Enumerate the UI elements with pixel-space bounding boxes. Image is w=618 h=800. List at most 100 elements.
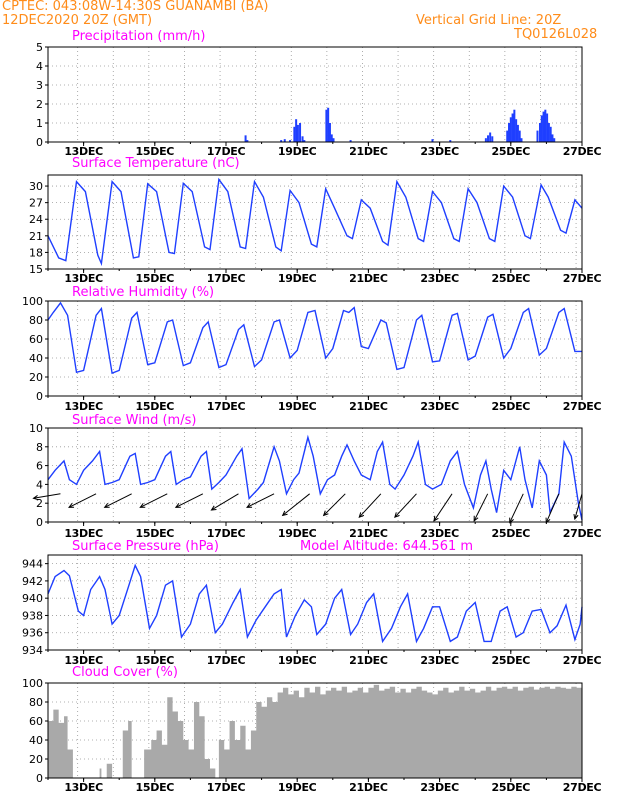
precip-bar xyxy=(280,140,283,142)
y-tick-label: 0 xyxy=(36,136,43,149)
x-tick-label: 17DEC xyxy=(207,400,246,413)
precip-bar xyxy=(506,130,509,142)
y-tick-label: 18 xyxy=(29,246,43,259)
x-tick-label: 13DEC xyxy=(64,145,103,158)
precip-bar xyxy=(513,109,516,142)
wind-arrow xyxy=(545,493,560,523)
x-tick-label: 21DEC xyxy=(349,400,388,413)
y-tick-label: 10 xyxy=(29,422,43,435)
y-tick-label: 15 xyxy=(29,263,43,276)
precip-bar xyxy=(520,138,523,142)
wind-arrow xyxy=(246,493,275,508)
y-tick-label: 1 xyxy=(36,117,43,130)
wind-arrowhead xyxy=(246,503,253,508)
wind-arrowhead xyxy=(210,505,217,511)
precip-bar xyxy=(296,124,299,142)
y-tick-label: 940 xyxy=(22,592,43,605)
cloud-cover-area xyxy=(48,684,582,778)
x-tick-label: 19DEC xyxy=(278,400,317,413)
y-tick-label: 40 xyxy=(29,352,43,365)
x-tick-label: 21DEC xyxy=(349,654,388,667)
precip-bar xyxy=(538,123,541,142)
y-tick-label: 0 xyxy=(36,516,43,529)
x-tick-label: 23DEC xyxy=(420,781,459,794)
precip-bar xyxy=(295,119,298,142)
x-tick-label: 25DEC xyxy=(492,654,531,667)
wind-arrow xyxy=(394,493,417,518)
precip-bar xyxy=(544,109,547,142)
series-line xyxy=(47,301,582,375)
x-tick-label: 27DEC xyxy=(563,781,602,794)
precip-bar xyxy=(283,139,286,142)
wind-arrow xyxy=(68,493,97,508)
panel-frame xyxy=(47,46,583,143)
precip-bar xyxy=(431,139,434,142)
precip-bar xyxy=(511,113,514,142)
panel-title: Precipitation (mm/h) xyxy=(72,29,205,44)
panel-title: Relative Humidity (%) xyxy=(72,285,214,300)
x-tick-label: 17DEC xyxy=(207,272,246,285)
precip-bar xyxy=(518,130,521,142)
wind-arrowhead xyxy=(358,512,365,519)
x-tick-label: 27DEC xyxy=(563,145,602,158)
precip-bar xyxy=(484,138,487,142)
wind-arrow xyxy=(433,493,453,522)
precip-bar xyxy=(489,132,492,142)
y-tick-label: 5 xyxy=(36,41,43,54)
wind-arrow xyxy=(358,493,382,518)
x-tick-label: 13DEC xyxy=(64,400,103,413)
y-tick-label: 938 xyxy=(22,609,43,622)
wind-arrowhead xyxy=(322,510,329,517)
y-tick-label: 60 xyxy=(29,715,43,728)
wind-arrow xyxy=(282,493,310,516)
y-tick-label: 936 xyxy=(22,627,43,640)
x-tick-label: 15DEC xyxy=(136,527,175,540)
x-tick-label: 13DEC xyxy=(64,527,103,540)
x-tick-label: 13DEC xyxy=(64,781,103,794)
precip-bar xyxy=(244,135,247,142)
y-tick-label: 20 xyxy=(29,371,43,384)
wind-arrowhead xyxy=(473,515,479,522)
wind-arrow xyxy=(509,493,524,523)
panel-frame xyxy=(47,427,583,523)
wind-arrow xyxy=(323,493,346,516)
x-tick-label: 23DEC xyxy=(420,654,459,667)
precip-bar xyxy=(549,126,552,142)
wind-arrow xyxy=(574,493,583,520)
x-tick-label: 15DEC xyxy=(136,654,175,667)
precip-bar xyxy=(330,134,333,142)
model-altitude-label: Model Altitude: 644.561 m xyxy=(300,539,473,554)
y-tick-label: 2 xyxy=(36,497,43,510)
panel-title: Cloud Cover (%) xyxy=(72,665,178,680)
y-tick-label: 942 xyxy=(22,575,43,588)
y-tick-label: 8 xyxy=(36,441,43,454)
x-tick-label: 23DEC xyxy=(420,272,459,285)
y-tick-label: 60 xyxy=(29,333,43,346)
y-tick-label: 80 xyxy=(29,314,43,327)
precip-bar xyxy=(449,140,452,142)
y-tick-label: 934 xyxy=(22,644,43,657)
x-tick-label: 21DEC xyxy=(349,781,388,794)
wind-arrowhead xyxy=(174,503,181,508)
x-tick-label: 17DEC xyxy=(207,654,246,667)
precip-bar xyxy=(508,123,511,142)
x-tick-label: 15DEC xyxy=(136,781,175,794)
x-tick-label: 13DEC xyxy=(64,654,103,667)
panel-frame xyxy=(47,174,583,270)
panel-frame xyxy=(47,554,583,651)
precip-bar xyxy=(546,113,549,142)
wind-arrow xyxy=(33,493,61,499)
y-tick-label: 0 xyxy=(36,772,43,785)
y-tick-label: 4 xyxy=(36,478,43,491)
y-tick-label: 80 xyxy=(29,696,43,709)
wind-arrowhead xyxy=(103,503,110,508)
wind-arrow xyxy=(175,493,204,508)
chart-header: CPTEC: 043:08W-14:30S GUANAMBI (BA) 12DE… xyxy=(0,0,618,42)
precip-bar xyxy=(325,109,328,142)
precip-bar xyxy=(246,140,249,142)
x-tick-label: 25DEC xyxy=(492,527,531,540)
x-tick-label: 27DEC xyxy=(563,400,602,413)
precip-bar xyxy=(327,107,330,142)
precip-bar xyxy=(299,123,302,142)
